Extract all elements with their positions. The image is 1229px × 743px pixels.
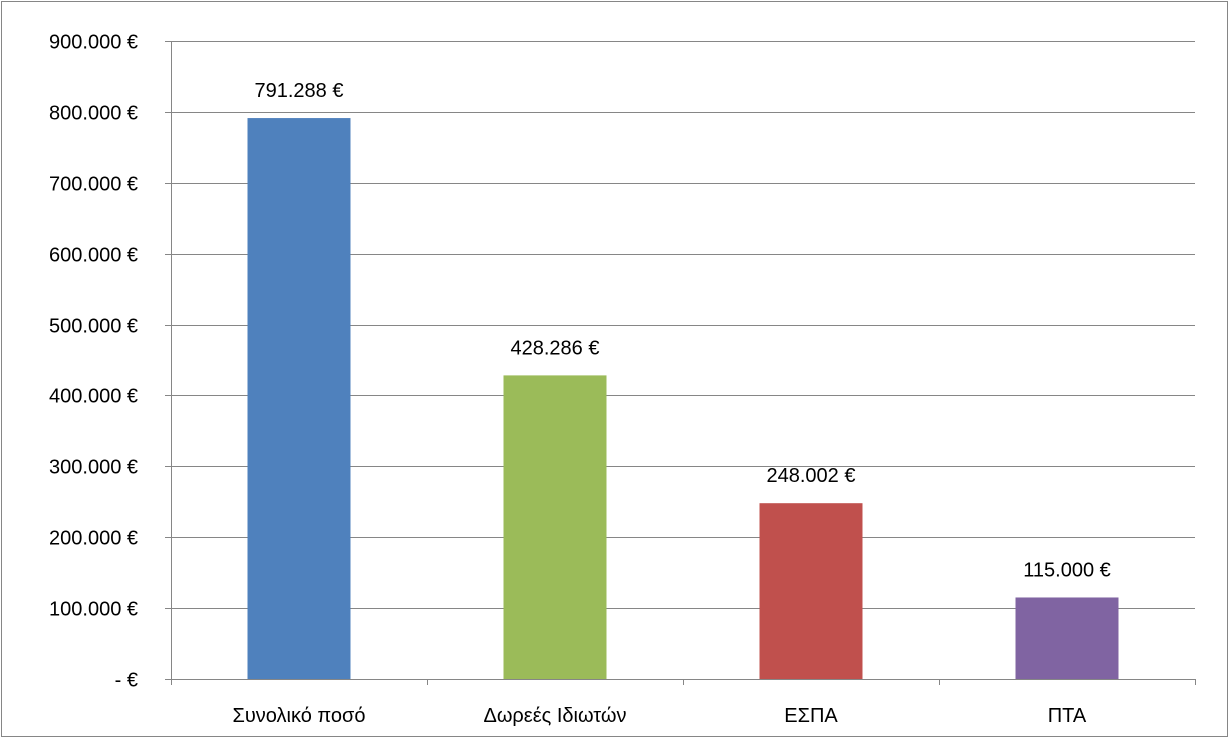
y-tick-label: 700.000 € (49, 174, 138, 196)
data-label: 248.002 € (767, 465, 856, 487)
y-tick-label: 200.000 € (49, 528, 138, 550)
bar (247, 118, 351, 680)
data-label: 428.286 € (511, 337, 600, 359)
y-tick-label: 400.000 € (49, 386, 138, 408)
y-tick-label: 100.000 € (49, 599, 138, 621)
bar (503, 375, 607, 679)
axes (165, 41, 1196, 685)
x-tick-label: ΕΣΠΑ (784, 705, 838, 727)
x-tick-label: ΠΤΑ (1048, 705, 1087, 727)
bar (1015, 597, 1119, 679)
y-tick-label: 900.000 € (49, 32, 138, 54)
x-tick-label: Συνολικό ποσό (232, 705, 365, 727)
y-tick-label: 500.000 € (49, 316, 138, 338)
x-tick-label: Δωρεές Ιδιωτών (483, 705, 626, 727)
y-tick-label: 600.000 € (49, 245, 138, 267)
labels: - € 100.000 € 200.000 € 300.000 € 400.000 € 5… (49, 32, 1111, 728)
data-label: 791.288 € (255, 80, 344, 102)
bar (759, 503, 863, 679)
y-tick-label: 300.000 € (49, 457, 138, 479)
data-label: 115.000 € (1023, 559, 1111, 581)
y-tick-label: - € (115, 670, 138, 692)
bars (247, 118, 1119, 680)
y-tick-label: 800.000 € (49, 103, 138, 125)
